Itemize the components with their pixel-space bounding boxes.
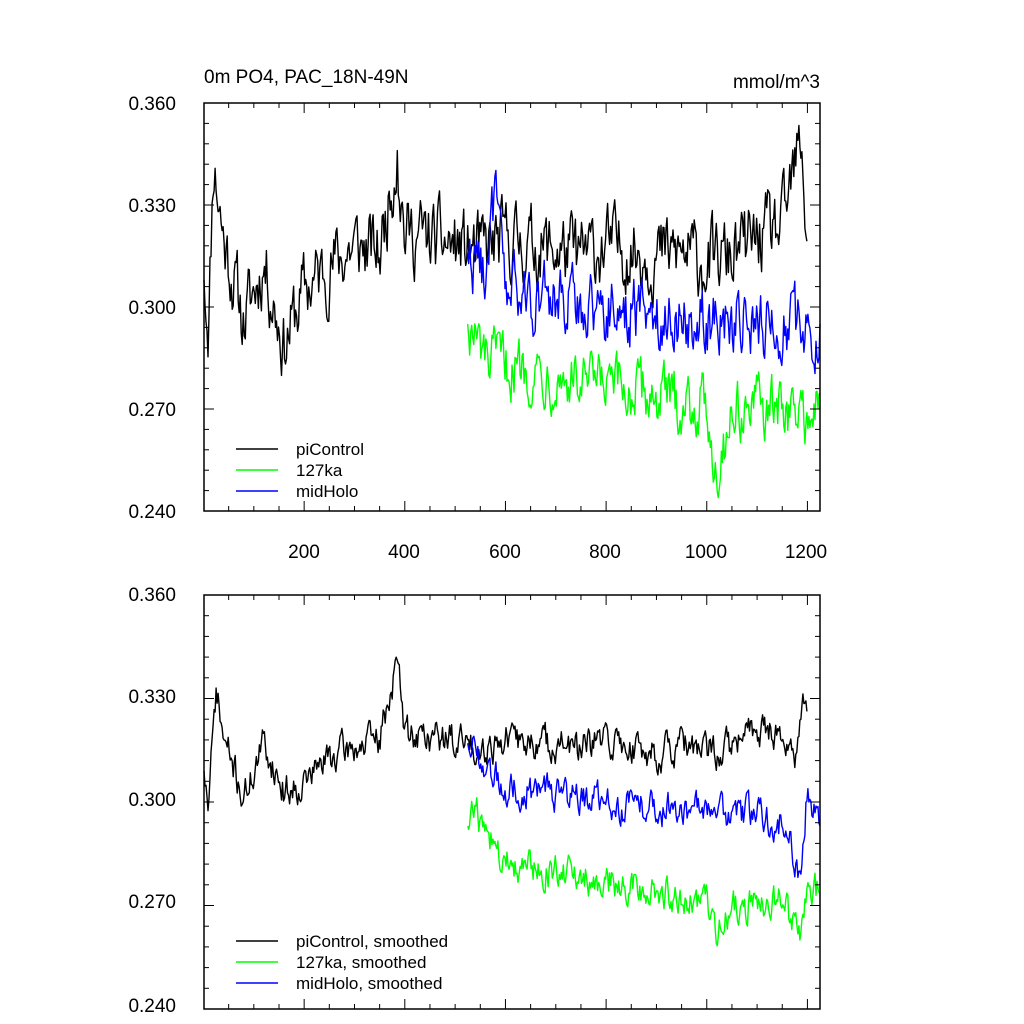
bottom-ytick-label: 0.360 (128, 585, 176, 606)
series-line-127ka (467, 323, 821, 499)
series-line-midholo-smoothed (467, 735, 821, 879)
units-label: mmol/m^3 (733, 72, 820, 93)
top-xtick-label: 800 (589, 542, 621, 563)
top-series-group (203, 124, 821, 499)
legend-label-midholo: midHolo (296, 482, 358, 501)
bottom-legend: piControl, smoothed 127ka, smoothed midH… (236, 932, 448, 993)
chart-title: 0m PO4, PAC_18N-49N (204, 67, 409, 88)
bottom-plot-frame (203, 594, 821, 1010)
top-legend: piControl 127ka midHolo (236, 440, 364, 501)
top-xtick-label: 400 (388, 542, 420, 563)
top-panel: 0m PO4, PAC_18N-49N mmol/m^3 0.240 0.270… (128, 67, 827, 563)
top-ytick-label: 0.360 (128, 94, 176, 115)
series-line-picontrol-smoothed (203, 656, 808, 812)
top-ytick-label: 0.270 (128, 400, 176, 421)
legend-label-picontrol: piControl (296, 440, 364, 459)
top-xtick-label: 1200 (785, 542, 827, 563)
legend-label-midholo-smoothed: midHolo, smoothed (296, 974, 442, 993)
bottom-ytick-label: 0.300 (128, 790, 176, 811)
legend-label-picontrol-smoothed: piControl, smoothed (296, 932, 448, 951)
series-line-picontrol (203, 124, 808, 377)
bottom-ytick-label: 0.240 (128, 996, 176, 1017)
top-xtick-label: 600 (489, 542, 521, 563)
bottom-ytick-label: 0.270 (128, 892, 176, 913)
bottom-panel: 0.240 0.270 0.300 0.330 0.360 piControl,… (128, 585, 821, 1017)
top-plot-frame (203, 102, 821, 512)
top-ticks-group (204, 102, 820, 512)
top-xtick-label: 1000 (685, 542, 727, 563)
top-xtick-label: 200 (288, 542, 320, 563)
legend-label-127ka-smoothed: 127ka, smoothed (296, 953, 426, 972)
bottom-ytick-label: 0.330 (128, 687, 176, 708)
top-ytick-label: 0.240 (128, 502, 176, 523)
legend-label-127ka: 127ka (296, 461, 343, 480)
top-ytick-label: 0.330 (128, 196, 176, 217)
series-line-midholo (467, 169, 821, 375)
bottom-series-group (203, 656, 821, 947)
series-line-127ka-smoothed (467, 797, 821, 947)
top-ytick-label: 0.300 (128, 298, 176, 319)
